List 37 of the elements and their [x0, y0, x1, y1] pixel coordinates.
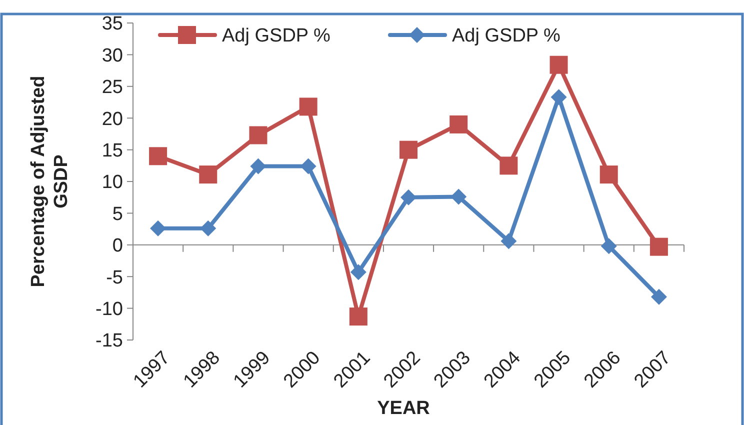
y-tick-label: 10: [102, 172, 123, 194]
y-tick-label: 20: [102, 108, 123, 130]
point: [300, 158, 316, 174]
y-tick-label: -5: [106, 267, 123, 288]
y-tick-label: 15: [102, 140, 123, 162]
legend-label: Adj GSDP %: [222, 26, 331, 47]
point: [249, 126, 268, 144]
point: [149, 147, 168, 166]
point: [450, 188, 467, 205]
point: [550, 89, 567, 106]
y-tick-label: 25: [102, 77, 123, 98]
y-tick-label: -10: [96, 298, 123, 320]
legend-label: Adj GSDP %: [452, 26, 561, 47]
point: [600, 238, 617, 254]
point: [200, 220, 216, 236]
point: [199, 166, 218, 184]
point: [550, 56, 568, 74]
point: [400, 189, 416, 206]
point: [650, 288, 667, 305]
point: [450, 115, 468, 134]
point: [350, 264, 366, 280]
point: [600, 166, 618, 184]
point: [299, 98, 318, 116]
point: [349, 308, 368, 326]
y-tick-label: 35: [102, 14, 123, 35]
y-tick-label: 30: [102, 45, 123, 66]
y-tick-label: 5: [112, 204, 123, 225]
y-axis-title: Percentage of Adjusted GSDP: [28, 76, 72, 288]
point: [250, 158, 266, 174]
point: [650, 238, 668, 256]
y-tick-label: -15: [96, 330, 123, 352]
point: [400, 140, 418, 159]
point: [150, 220, 166, 236]
point: [500, 156, 518, 175]
point: [500, 233, 517, 250]
x-axis-title: YEAR: [377, 398, 430, 419]
y-tick-label: 0: [112, 236, 123, 257]
